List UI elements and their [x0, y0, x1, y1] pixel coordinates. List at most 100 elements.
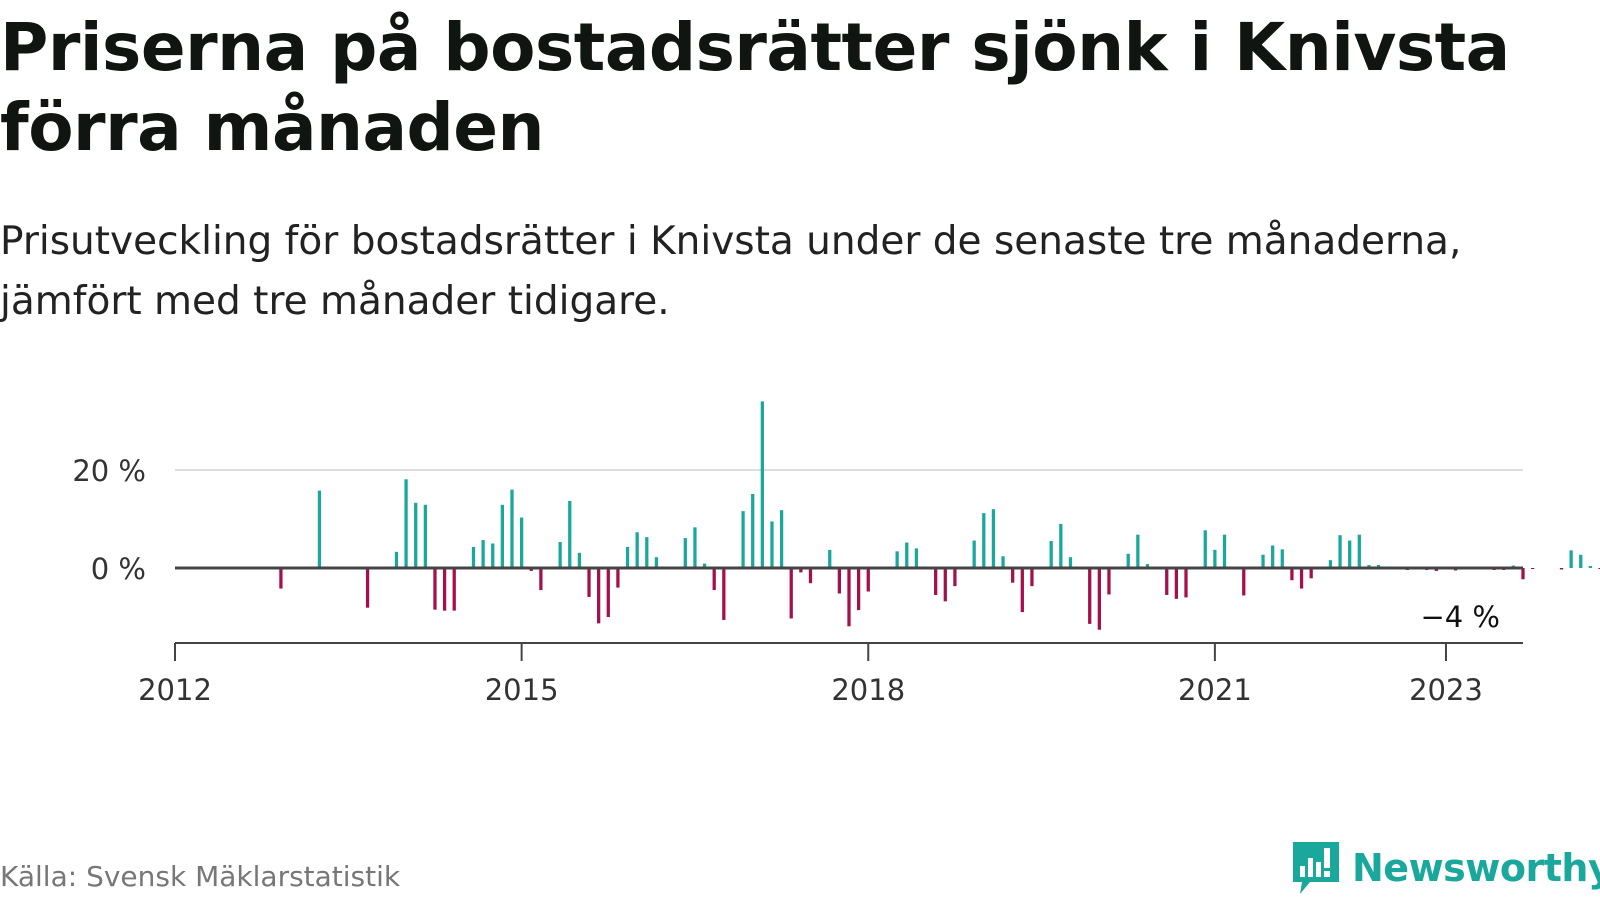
data-bar	[394, 551, 399, 568]
data-bar	[972, 540, 976, 568]
data-bar	[481, 540, 485, 568]
x-tick-label: 2021	[1178, 673, 1252, 707]
data-bar	[510, 489, 514, 568]
data-bar	[1290, 568, 1294, 581]
data-bar	[1165, 568, 1169, 595]
y-tick-label: 20 %	[72, 454, 146, 488]
data-bar	[1126, 553, 1130, 568]
data-bar	[702, 563, 707, 568]
data-bar	[404, 479, 408, 568]
data-bar	[423, 504, 427, 568]
data-bar	[317, 490, 322, 568]
data-bar	[1521, 568, 1525, 580]
data-bar	[770, 521, 774, 568]
data-bar	[1136, 534, 1140, 568]
data-bar	[365, 568, 370, 608]
data-bar	[1242, 568, 1246, 596]
data-bar	[1261, 554, 1265, 568]
data-bar	[741, 511, 745, 568]
data-bar	[866, 568, 870, 592]
data-bar	[799, 568, 803, 573]
data-bar	[1588, 566, 1593, 568]
data-bar	[1357, 534, 1361, 568]
data-bar	[1222, 534, 1227, 568]
data-bar	[934, 568, 938, 595]
data-bar	[500, 504, 504, 568]
data-bar	[558, 542, 562, 568]
data-bar	[1174, 568, 1178, 599]
data-bar	[606, 568, 610, 617]
data-bar	[645, 537, 649, 568]
data-bar	[1184, 568, 1188, 598]
source-note: Källa: Svensk Mäklarstatistik	[0, 860, 401, 893]
newsworthy-logo-text: Newsworthy	[1352, 846, 1600, 890]
data-bar	[1280, 549, 1284, 568]
data-bar	[1579, 554, 1583, 568]
data-bar	[712, 568, 716, 591]
data-bar	[1203, 530, 1207, 568]
data-bar	[1299, 568, 1304, 589]
data-bar	[1059, 523, 1063, 568]
page-title: Priserna på bostadsrätter sjönk i Knivst…	[0, 9, 1510, 166]
data-bar	[577, 552, 582, 568]
data-bar	[1348, 540, 1352, 568]
data-bar	[856, 568, 861, 611]
data-bar	[789, 568, 793, 619]
data-bar	[1011, 568, 1015, 583]
data-bar	[914, 548, 919, 568]
price-change-bar-chart: 0 % 20 % 2012 2015 2018 2021 2023 −4 %	[72, 401, 1600, 707]
data-bar	[953, 568, 957, 587]
x-tick-label: 2023	[1409, 673, 1483, 707]
data-bar	[943, 568, 947, 602]
newsworthy-logo-icon	[1293, 842, 1339, 894]
data-bar	[1309, 568, 1313, 579]
data-bar	[442, 568, 447, 611]
x-tick-label: 2015	[485, 673, 559, 707]
data-bar	[1559, 568, 1564, 570]
data-bar	[568, 500, 572, 568]
latest-value-label: −4 %	[1420, 600, 1500, 634]
x-tick-label: 2012	[138, 673, 212, 707]
data-bar	[1020, 568, 1024, 613]
data-bar	[1598, 568, 1600, 569]
data-bar	[991, 509, 996, 568]
data-bar	[491, 543, 495, 568]
data-bar	[693, 527, 697, 568]
data-bar	[433, 568, 437, 610]
data-bar	[982, 513, 986, 568]
data-bar	[1145, 564, 1150, 568]
data-bar	[683, 538, 687, 568]
data-bar	[635, 532, 639, 568]
data-bar	[1088, 568, 1092, 624]
x-tick-label: 2018	[831, 673, 905, 707]
data-bar	[452, 568, 456, 611]
data-bar	[1030, 568, 1034, 587]
newsworthy-logo: Newsworthy	[1290, 840, 1600, 896]
data-bar	[471, 546, 476, 568]
data-bar	[760, 401, 764, 568]
data-bar	[616, 568, 620, 588]
data-bar	[1569, 550, 1573, 568]
data-bar	[1049, 541, 1053, 568]
data-bar	[895, 551, 899, 568]
data-bar	[279, 568, 283, 589]
data-bar	[414, 502, 418, 568]
data-bar	[751, 494, 755, 568]
page-subtitle: Prisutveckling för bostadsrätter i Knivs…	[0, 219, 1462, 324]
data-bar	[1107, 568, 1111, 595]
data-bar	[779, 510, 784, 568]
data-bar	[519, 517, 524, 568]
data-bar	[905, 542, 909, 568]
data-bar	[722, 568, 726, 620]
data-bar	[1530, 568, 1535, 569]
data-bar	[808, 568, 813, 584]
data-bar	[1328, 560, 1333, 568]
data-bar	[1213, 549, 1217, 568]
data-bar	[837, 568, 841, 594]
data-bar	[654, 557, 659, 568]
y-tick-label: 0 %	[91, 552, 146, 586]
data-bar	[625, 546, 630, 568]
data-bar	[1068, 557, 1073, 568]
data-bar	[597, 568, 601, 624]
data-bar	[1271, 545, 1275, 568]
